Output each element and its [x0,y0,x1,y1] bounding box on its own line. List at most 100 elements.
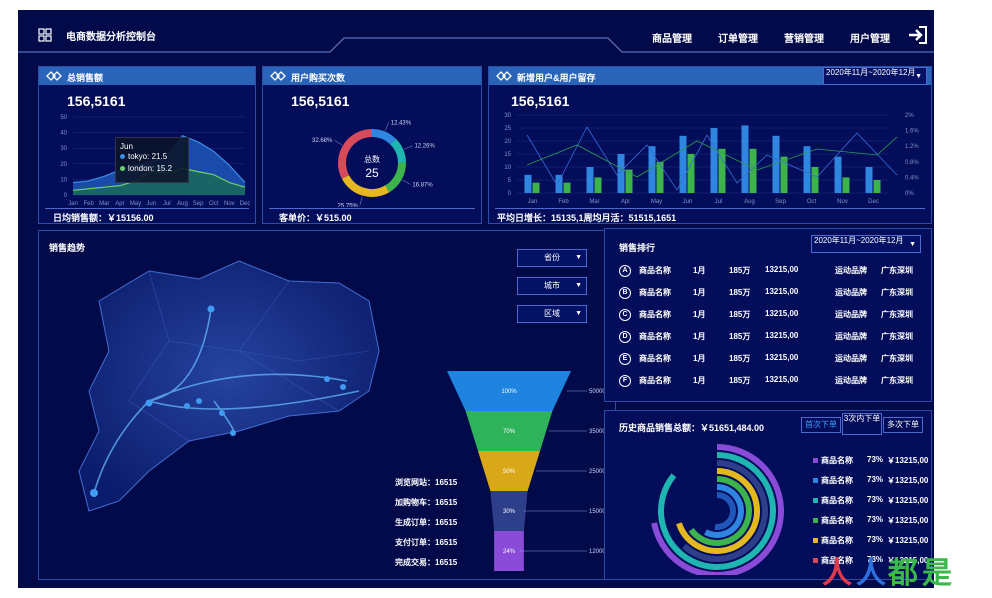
funnel-value-label: 25000 [589,469,606,475]
rank-value: 13215,00 [765,265,799,274]
rank-product-name: 商品名称 [639,376,671,385]
y2-tick-label: 1.6% [905,129,919,135]
legend-pct: 73% [867,455,884,464]
chart-tooltip: Jun tokyo: 21.5 london: 15.2 [115,137,189,183]
radial-bar [651,444,784,575]
legend-pct: 73% [867,515,884,524]
panel-title: 新增用户&用户留存 [517,73,596,83]
rank-brand: 运动品牌 [835,288,867,297]
bar [834,156,842,193]
sales-footer: 日均销售额：￥15156.00 [53,213,154,223]
rank-value: 13215,00 [765,353,799,362]
x-tick-label: Oct [807,199,817,205]
radial-bar [688,476,752,546]
x-tick-label: Sep [775,199,786,205]
rank-month: 1月 [693,332,706,341]
history-title: 历史商品销售总额：￥51651,484.00 [619,423,765,433]
rank-brand: 运动品牌 [835,354,867,363]
bar [687,154,695,193]
logout-icon[interactable] [908,26,928,44]
diamond-link-icon [46,71,62,81]
ranking-row[interactable]: D 商品名称 1月 185万 13215,00 运动品牌 广东深圳 [619,331,919,345]
y-tick-label: 30 [504,113,511,119]
funnel-value-label: 35000 [589,429,606,435]
x-tick-label: Aug [177,201,188,207]
city-select-label: 城市 [544,281,560,290]
new-users-bar-chart: 0 5 10 15 20 25 30 0% 0.4% 0.8% 1.2% 1.6% 2% Jan Feb Ma… [504,113,919,205]
rank-amount: 185万 [729,376,751,385]
nav-product[interactable]: 商品管理 [652,34,692,45]
ranking-row[interactable]: C 商品名称 1月 185万 13215,00 运动品牌 广东深圳 [619,309,919,323]
legend-pct: 73% [867,495,884,504]
bar [865,167,873,193]
rank-brand: 运动品牌 [835,332,867,341]
first-order-button[interactable]: 首次下单 [801,417,841,433]
history-legend-item: 商品名称 73% ￥13215,00 [813,535,933,547]
y-tick-label: 5 [508,178,512,184]
chevron-down-icon: ▼ [915,73,922,80]
funnel-pct-label: 100% [501,389,517,395]
legend-pct: 73% [867,475,884,484]
bar [780,156,788,193]
legend-name: 商品名称 [821,556,853,565]
y-tick-label: 0 [64,193,68,199]
y-tick-label: 10 [60,177,67,183]
nav-marketing[interactable]: 营销管理 [784,34,824,45]
x-tick-label: Jun [146,201,156,207]
ranking-row[interactable]: B 商品名称 1月 185万 13215,00 运动品牌 广东深圳 [619,287,919,301]
diamond-link-icon [496,71,512,81]
donut-slice [384,162,406,193]
rank-product-name: 商品名称 [639,354,671,363]
map-node [90,489,98,497]
donut-center-label: 总数 [364,155,380,164]
purchases-footer: 客单价：￥515.00 [279,213,352,223]
app-header: 电商数据分析控制台 商品管理 订单管理 营销管理 用户管理 [18,10,934,54]
rank-product-name: 商品名称 [639,310,671,319]
three-orders-button[interactable]: 3次内下单 [842,413,882,435]
donut-slice [338,129,373,179]
ranking-row[interactable]: F 商品名称 1月 185万 13215,00 运动品牌 广东深圳 [619,375,919,389]
rank-amount: 185万 [729,266,751,275]
ranking-row[interactable]: A 商品名称 1月 185万 13215,00 运动品牌 广东深圳 [619,265,919,279]
city-select[interactable]: 城市 ▼ [517,277,587,295]
x-tick-label: Dec [240,201,251,207]
y2-tick-label: 1.2% [905,144,919,150]
y-tick-label: 30 [60,146,67,152]
legend-swatch [813,558,818,563]
ranking-row[interactable]: E 商品名称 1月 185万 13215,00 运动品牌 广东深圳 [619,353,919,367]
tooltip-title: Jun [120,142,133,151]
radial-bar [658,452,776,570]
tooltip-dot-tokyo [120,154,125,159]
multi-order-button[interactable]: 多次下单 [883,417,923,433]
legend-swatch [813,538,818,543]
divider [269,208,475,209]
x-tick-label: May [651,199,662,205]
nav-order[interactable]: 订单管理 [718,34,758,45]
x-tick-label: Sep [193,201,204,207]
nav-user[interactable]: 用户管理 [850,34,890,45]
bar [718,148,726,193]
map-node [219,410,225,416]
rank-brand: 运动品牌 [835,266,867,275]
slice-leader [385,122,389,131]
province-select-label: 省份 [544,253,560,262]
history-legend-item: 商品名称 73% ￥13215,00 [813,495,933,507]
rank-product-name: 商品名称 [639,332,671,341]
x-tick-label: Dec [868,199,879,205]
history-legend-item: 商品名称 73% ￥13215,00 [813,515,933,527]
bar [648,146,656,193]
header-frame-line [18,37,934,53]
ranking-date-select[interactable]: 2020年11月~2020年12月 ▼ [811,235,921,253]
bar [811,167,819,193]
x-tick-label: Jul [715,199,723,205]
rank-letter-badge: A [619,265,631,277]
funnel-stat: 支付订单：16515 [395,538,458,547]
divider [495,208,925,209]
x-tick-label: Jan [528,199,538,205]
province-select[interactable]: 省份 ▼ [517,249,587,267]
panel-title: 用户购买次数 [291,73,346,83]
bar [586,167,594,193]
date-range-select[interactable]: 2020年11月~2020年12月 ▼ [823,67,927,85]
rank-month: 1月 [693,376,706,385]
area-select[interactable]: 区域 ▼ [517,305,587,323]
